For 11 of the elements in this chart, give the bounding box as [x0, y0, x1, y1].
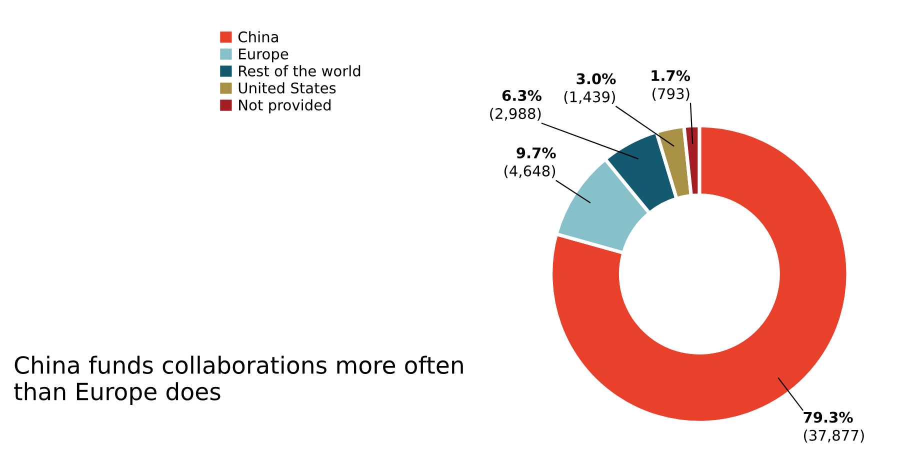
text: China funds collaborations more often than Europe does: [14, 356, 463, 405]
data-label: 79.3% (37,877): [804, 412, 864, 443]
data-label: 1.7% (793): [652, 70, 690, 101]
data-label: 6.3% (2,988): [490, 90, 542, 121]
legend-label: Europe: [239, 48, 288, 62]
legend-label: China: [238, 31, 278, 42]
legend-label: Rest of the world: [239, 65, 360, 76]
legend-label: United States: [238, 82, 336, 94]
legend-label: Not provided: [239, 99, 330, 114]
data-label: 3.0% (1,439): [564, 73, 616, 104]
data-label: 9.7% (4,648): [504, 147, 556, 178]
